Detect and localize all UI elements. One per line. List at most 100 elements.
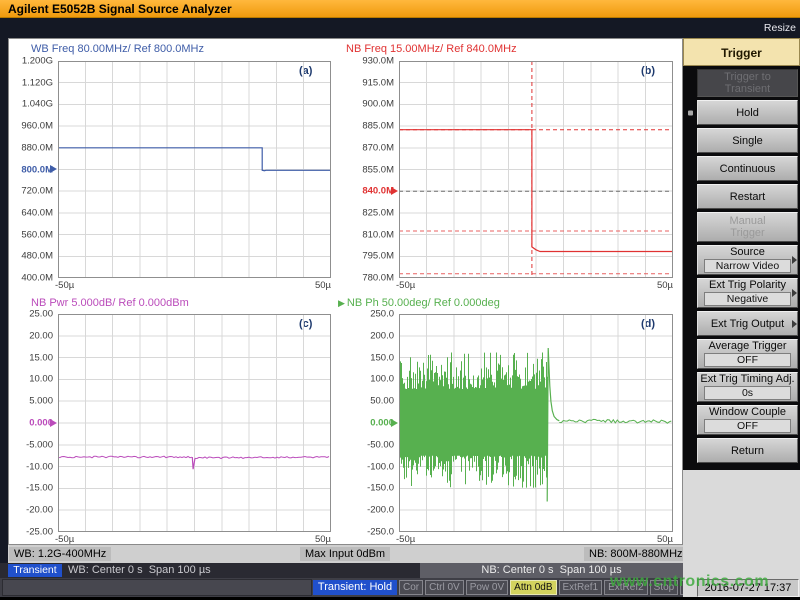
- plot-c-xtick: -50µ: [55, 534, 75, 545]
- plot-b-ref-marker-icon: [391, 186, 398, 195]
- softkey-value: OFF: [704, 419, 791, 433]
- plot-b-ytick: 825.0M: [362, 207, 394, 219]
- plot-a-ytick: 1.200G: [21, 55, 53, 67]
- plot-c-ref-marker-icon: [50, 418, 57, 427]
- plot-d-ytick: 250.0: [370, 308, 394, 320]
- sidebar-button-source[interactable]: Source Narrow Video: [697, 245, 798, 275]
- softkey-value: OFF: [704, 353, 791, 367]
- wb-range-readout: WB: 1.2G-400MHz: [9, 547, 112, 561]
- plot-b-ytick: 930.0M: [362, 55, 394, 67]
- window-title-bar: Agilent E5052B Signal Source Analyzer: [0, 0, 800, 18]
- plot-d-ytick: 50.00: [370, 395, 394, 407]
- nb-range-readout: NB: 800M-880MHz: [584, 547, 688, 561]
- resize-button[interactable]: Resize: [763, 22, 796, 34]
- bottom-strip: [0, 597, 800, 600]
- softkey-button-list: Trigger to Transient Hold Single Continuous R…: [683, 66, 800, 463]
- plot-c-xtick: 50µ: [314, 534, 331, 545]
- submenu-arrow-icon: [792, 289, 797, 297]
- sidebar-button-continuous[interactable]: Continuous: [697, 156, 798, 181]
- plot-a-ytick: 800.0M: [21, 164, 53, 175]
- plot-a-ytick: 720.0M: [21, 185, 53, 197]
- plot-b-ytick: 795.0M: [362, 250, 394, 262]
- plot-a-ref-marker-icon: [50, 165, 57, 173]
- wb-sweep-readout: WB: Center 0 s Span 100 µs: [68, 564, 211, 576]
- sidebar-button-ext-trig-output[interactable]: Ext Trig Output: [697, 311, 798, 336]
- plot-b-ytick: 915.0M: [362, 77, 394, 89]
- submenu-arrow-icon: [792, 319, 797, 328]
- plots-panel: WB Freq 80.00MHz/ Ref 800.0MHz 1.200G 1.12…: [8, 38, 683, 545]
- status-indicator-extref2: ExtRef2: [604, 580, 648, 595]
- plot-d-ytick: 100.0: [370, 373, 394, 385]
- plot-c-ytick: 20.00: [29, 330, 53, 342]
- plot-c-ytick: -5.000: [26, 439, 53, 451]
- plot-b-xtick: 50µ: [656, 280, 673, 291]
- sidebar-button-ext-trig-polarity[interactable]: Ext Trig Polarity Negative: [697, 278, 798, 308]
- plot-b-xtick: -50µ: [396, 280, 416, 291]
- sidebar-button-single[interactable]: Single: [697, 128, 798, 153]
- plot-c-ytick: -15.00: [26, 482, 53, 494]
- max-input-readout: Max Input 0dBm: [300, 547, 391, 561]
- plot-b-ytick: 885.0M: [362, 120, 394, 132]
- plot-d-ref-marker-icon: [391, 418, 398, 427]
- window-title: Agilent E5052B Signal Source Analyzer: [8, 2, 232, 16]
- sidebar-button-trigger-to-transient: Trigger to Transient: [697, 69, 798, 97]
- sidebar-button-average-trigger[interactable]: Average Trigger OFF: [697, 339, 798, 369]
- plot-c-ytick: 15.00: [29, 352, 53, 364]
- plot-d-ytick: -150.0: [367, 482, 394, 494]
- sidebar-button-ext-trig-timing-adj[interactable]: Ext Trig Timing Adj. 0s: [697, 372, 798, 402]
- measurement-mode-badge: Transient: [8, 564, 62, 577]
- trigger-state-badge: Transient: Hold: [313, 580, 397, 595]
- plot-d-corner-label: (d): [641, 318, 656, 330]
- sidebar-button-hold[interactable]: Hold: [688, 100, 798, 125]
- status-message-area: [2, 579, 312, 596]
- plot-b-chart: [399, 61, 673, 278]
- plot-a-xtick: 50µ: [314, 280, 331, 291]
- plot-c-ytick: -20.00: [26, 504, 53, 516]
- status-indicators: Cor Ctrl 0V Pow 0V Attn 0dB ExtRef1 ExtRef2 St…: [399, 580, 705, 595]
- plot-d-ytick: 200.0: [370, 330, 394, 342]
- plot-a-ytick: 560.0M: [21, 229, 53, 241]
- plot-a-ytick: 880.0M: [21, 142, 53, 154]
- softkey-menu-title: Trigger: [683, 38, 800, 66]
- plot-d-ytick: -50.00: [367, 439, 394, 451]
- plot-c-corner-label: (c): [299, 318, 313, 330]
- plot-d-chart: [399, 314, 673, 532]
- softkey-value: Negative: [704, 292, 791, 306]
- plot-b-corner-label: (b): [641, 65, 656, 77]
- plot-b-title: NB Freq 15.00MHz/ Ref 840.0MHz: [346, 43, 517, 55]
- plot-a-ytick: 1.040G: [21, 98, 53, 110]
- instrument-status-bar: Transient: Hold Cor Ctrl 0V Pow 0V Attn 0dB…: [0, 578, 705, 597]
- plot-d-title: ▶ NB Ph 50.00deg/ Ref 0.000deg: [338, 297, 500, 309]
- plot-a-title: WB Freq 80.00MHz/ Ref 800.0MHz: [31, 43, 205, 55]
- status-indicator-stop: Stop: [649, 580, 679, 595]
- sidebar-button-window-couple[interactable]: Window Couple OFF: [697, 405, 798, 435]
- plot-b-ytick: 840.0M: [362, 185, 394, 197]
- sidebar-button-return[interactable]: Return: [697, 438, 798, 463]
- plot-b-ytick: 780.0M: [362, 272, 394, 284]
- plot-d-ytick: -250.0: [367, 526, 394, 538]
- sidebar-button-restart[interactable]: Restart: [697, 184, 798, 209]
- active-trace-marker-icon: ▶: [338, 298, 345, 308]
- datetime-display: 2016-07-27 17:37: [697, 579, 799, 597]
- plot-b-ytick: 855.0M: [362, 164, 394, 175]
- plot-c-title: NB Pwr 5.000dB/ Ref 0.000dBm: [31, 297, 189, 309]
- submenu-arrow-icon: [792, 256, 797, 264]
- softkey-value: Narrow Video: [704, 259, 791, 273]
- plot-d-ytick: 150.0: [370, 352, 394, 364]
- plot-a-ytick: 1.120G: [21, 77, 53, 89]
- plot-b-ytick: 900.0M: [362, 98, 394, 110]
- plot-d-xtick: -50µ: [396, 534, 416, 545]
- selected-bullet-icon: [688, 110, 693, 115]
- plot-a-chart: [58, 61, 331, 278]
- status-indicator-ctrl-0v: Ctrl 0V: [425, 580, 464, 595]
- plot-b-ytick: 810.0M: [362, 229, 394, 241]
- plot-d-xtick: 50µ: [656, 534, 673, 545]
- plot-c-ytick: 5.000: [29, 395, 53, 407]
- plot-a-ytick: 960.0M: [21, 120, 53, 132]
- plot-c-ytick: -25.00: [26, 526, 53, 538]
- status-indicator-cor: Cor: [399, 580, 424, 595]
- plot-c-ytick: 25.00: [29, 308, 53, 320]
- sidebar-footer: [683, 470, 800, 597]
- plot-d-ytick: -100.0: [367, 461, 394, 473]
